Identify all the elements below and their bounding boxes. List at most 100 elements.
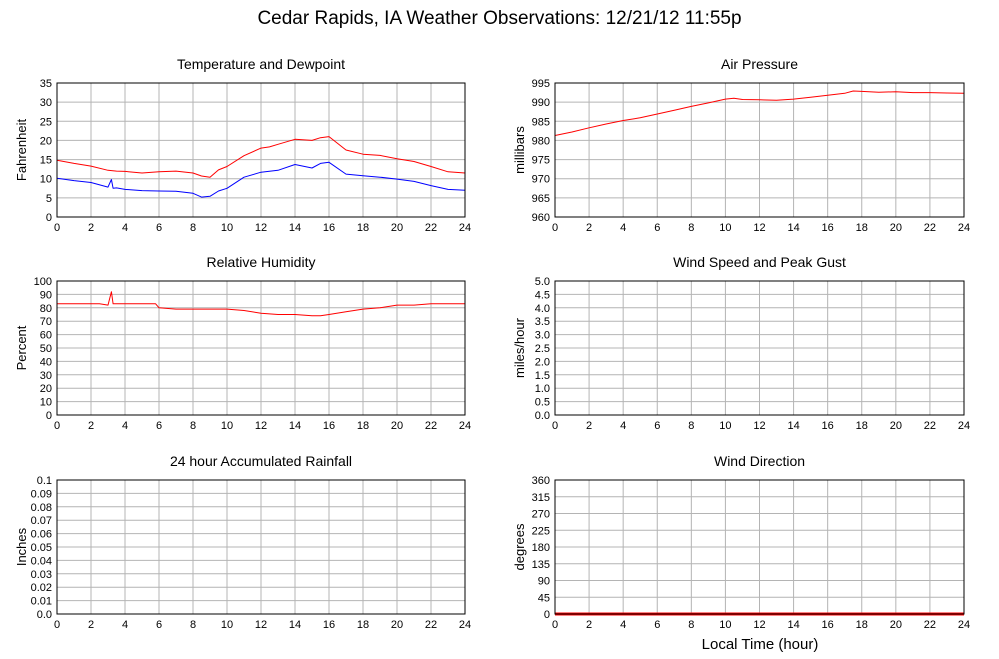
y-tick-label: 0 xyxy=(46,410,52,422)
y-tick-label: 0 xyxy=(544,609,550,621)
x-tick-label: 14 xyxy=(787,420,799,432)
x-tick-label: 12 xyxy=(255,619,267,631)
y-axis-label: Percent xyxy=(14,325,29,370)
x-tick-label: 8 xyxy=(688,619,694,631)
x-tick-label: 12 xyxy=(753,222,765,234)
x-tick-label: 0 xyxy=(54,222,60,234)
x-tick-label: 12 xyxy=(255,420,267,432)
y-tick-label: 15 xyxy=(40,155,52,167)
x-tick-label: 6 xyxy=(156,420,162,432)
plot-frame xyxy=(56,280,466,416)
y-tick-label: 30 xyxy=(40,370,52,382)
y-tick-label: 45 xyxy=(538,592,550,604)
x-tick-label: 6 xyxy=(156,619,162,631)
x-tick-label: 4 xyxy=(620,619,626,631)
x-tick-label: 2 xyxy=(586,420,592,432)
series-line-red xyxy=(554,90,965,136)
x-tick-label: 24 xyxy=(459,619,471,631)
x-tick-label: 6 xyxy=(654,619,660,631)
x-tick-label: 20 xyxy=(391,222,403,234)
y-tick-label: 90 xyxy=(40,289,52,301)
chart-title: Wind Direction xyxy=(714,453,805,469)
x-tick-label: 22 xyxy=(425,420,437,432)
plot-frame xyxy=(554,479,965,615)
y-tick-label: 70 xyxy=(40,316,52,328)
x-tick-label: 6 xyxy=(156,222,162,234)
y-tick-label: 980 xyxy=(532,135,550,147)
x-tick-label: 0 xyxy=(54,619,60,631)
x-tick-label: 14 xyxy=(289,222,301,234)
y-tick-label: 20 xyxy=(40,135,52,147)
y-tick-label: 225 xyxy=(532,525,550,537)
chart-title: Relative Humidity xyxy=(207,254,316,270)
x-tick-label: 10 xyxy=(221,222,233,234)
y-axis-label: Fahrenheit xyxy=(14,119,29,182)
x-tick-label: 2 xyxy=(88,619,94,631)
y-tick-label: 270 xyxy=(532,509,550,521)
y-tick-label: 975 xyxy=(532,155,550,167)
y-tick-label: 10 xyxy=(40,397,52,409)
page-title: Cedar Rapids, IA Weather Observations: 1… xyxy=(257,8,742,29)
y-tick-label: 20 xyxy=(40,383,52,395)
y-tick-label: 0 xyxy=(46,212,52,224)
y-tick-label: 3.5 xyxy=(535,316,550,328)
y-tick-label: 5 xyxy=(46,193,52,205)
x-tick-label: 10 xyxy=(221,420,233,432)
y-tick-label: 0.05 xyxy=(31,542,52,554)
x-tick-label: 2 xyxy=(586,222,592,234)
y-axis-label: miles/hour xyxy=(512,317,527,378)
y-tick-label: 90 xyxy=(538,576,550,588)
x-tick-label: 20 xyxy=(890,420,902,432)
x-tick-label: 10 xyxy=(221,619,233,631)
x-tick-label: 24 xyxy=(459,222,471,234)
x-tick-label: 12 xyxy=(255,222,267,234)
x-tick-label: 4 xyxy=(122,222,128,234)
plot-frame xyxy=(56,479,466,615)
y-tick-label: 4.5 xyxy=(535,289,550,301)
x-tick-label: 18 xyxy=(856,222,868,234)
x-tick-label: 18 xyxy=(357,619,369,631)
y-tick-label: 0.04 xyxy=(31,555,52,567)
x-tick-label: 14 xyxy=(289,619,301,631)
x-tick-label: 20 xyxy=(890,619,902,631)
x-tick-label: 0 xyxy=(552,420,558,432)
x-tick-label: 8 xyxy=(190,420,196,432)
y-tick-label: 990 xyxy=(532,97,550,109)
x-tick-label: 2 xyxy=(88,420,94,432)
x-tick-label: 14 xyxy=(787,619,799,631)
y-tick-label: 0.0 xyxy=(37,609,52,621)
x-tick-label: 24 xyxy=(958,619,970,631)
y-tick-label: 60 xyxy=(40,330,52,342)
plot-frame xyxy=(554,280,965,416)
y-tick-label: 25 xyxy=(40,116,52,128)
x-tick-label: 22 xyxy=(924,420,936,432)
x-tick-label: 10 xyxy=(719,222,731,234)
y-tick-label: 995 xyxy=(532,78,550,90)
x-tick-label: 24 xyxy=(958,420,970,432)
plot-frame xyxy=(554,82,965,218)
y-tick-label: 315 xyxy=(532,492,550,504)
y-tick-label: 3.0 xyxy=(535,330,550,342)
y-tick-label: 10 xyxy=(40,174,52,186)
x-tick-label: 22 xyxy=(924,619,936,631)
x-tick-label: 4 xyxy=(620,222,626,234)
y-axis-label: millibars xyxy=(512,126,527,174)
x-tick-label: 22 xyxy=(924,222,936,234)
x-tick-label: 12 xyxy=(753,420,765,432)
x-tick-label: 16 xyxy=(822,619,834,631)
y-tick-label: 4.0 xyxy=(535,303,550,315)
x-tick-label: 18 xyxy=(856,619,868,631)
plot-frame xyxy=(56,82,466,218)
y-tick-label: 0.5 xyxy=(535,397,550,409)
x-tick-label: 20 xyxy=(391,619,403,631)
x-tick-label: 2 xyxy=(88,222,94,234)
y-tick-label: 360 xyxy=(532,475,550,487)
x-tick-label: 6 xyxy=(654,420,660,432)
x-tick-label: 20 xyxy=(890,222,902,234)
x-tick-label: 16 xyxy=(323,619,335,631)
series-line-red xyxy=(56,136,466,178)
y-tick-label: 0.07 xyxy=(31,515,52,527)
x-tick-label: 16 xyxy=(822,420,834,432)
y-tick-label: 5.0 xyxy=(535,276,550,288)
x-tick-label: 4 xyxy=(620,420,626,432)
